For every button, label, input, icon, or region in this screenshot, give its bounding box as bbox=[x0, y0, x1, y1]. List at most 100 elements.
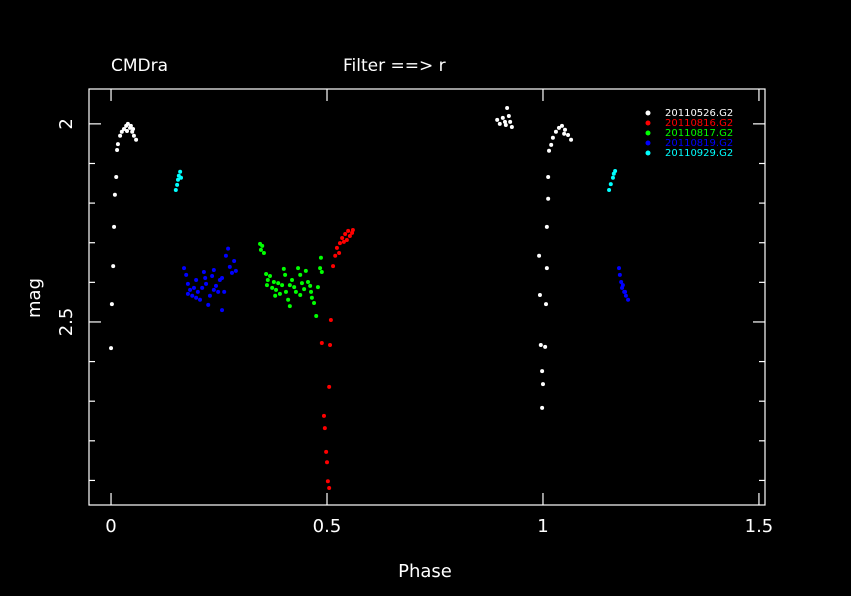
data-point bbox=[309, 295, 314, 300]
data-point bbox=[179, 175, 184, 180]
data-point bbox=[544, 266, 549, 271]
data-point bbox=[327, 384, 332, 389]
data-point bbox=[569, 137, 574, 142]
data-point bbox=[540, 405, 545, 410]
data-point bbox=[233, 268, 238, 273]
data-point bbox=[543, 344, 548, 349]
data-point bbox=[544, 224, 549, 229]
data-point bbox=[114, 174, 119, 179]
data-point bbox=[261, 251, 266, 256]
data-point bbox=[503, 123, 508, 128]
data-point bbox=[546, 196, 551, 201]
data-point bbox=[563, 127, 568, 132]
data-point bbox=[273, 293, 278, 298]
data-point bbox=[537, 293, 542, 298]
data-point bbox=[613, 169, 618, 174]
data-point bbox=[220, 275, 225, 280]
data-point bbox=[620, 283, 625, 288]
data-point bbox=[188, 287, 193, 292]
data-point bbox=[546, 174, 551, 179]
data-point bbox=[178, 169, 183, 174]
data-point bbox=[347, 233, 352, 238]
data-point bbox=[125, 121, 130, 126]
data-point bbox=[341, 239, 346, 244]
legend-label: 20110819.G2 bbox=[665, 138, 733, 149]
data-point bbox=[134, 137, 139, 142]
data-point bbox=[540, 369, 545, 374]
data-point bbox=[298, 293, 303, 298]
data-point bbox=[185, 281, 190, 286]
data-point bbox=[115, 148, 120, 153]
y-tick-label: 2.5 bbox=[56, 308, 77, 337]
data-point bbox=[610, 175, 615, 180]
data-point bbox=[190, 293, 195, 298]
data-point bbox=[286, 297, 291, 302]
data-point bbox=[626, 297, 631, 302]
data-point bbox=[185, 291, 190, 296]
data-point bbox=[346, 228, 351, 233]
data-point bbox=[303, 268, 308, 273]
data-point bbox=[497, 121, 502, 126]
data-point bbox=[500, 115, 505, 120]
data-point bbox=[559, 123, 564, 128]
data-point bbox=[210, 274, 215, 279]
data-point bbox=[223, 253, 228, 258]
data-point bbox=[276, 281, 281, 286]
data-point bbox=[350, 228, 355, 233]
data-point bbox=[191, 285, 196, 290]
data-point bbox=[544, 302, 549, 307]
data-point bbox=[121, 127, 126, 132]
x-tick-label: 1 bbox=[537, 516, 548, 537]
data-point bbox=[277, 291, 282, 296]
data-point bbox=[204, 281, 209, 286]
data-point bbox=[182, 266, 187, 271]
data-point bbox=[340, 235, 345, 240]
data-point bbox=[194, 295, 199, 300]
data-point bbox=[328, 317, 333, 322]
data-point bbox=[608, 182, 613, 187]
data-point bbox=[495, 117, 500, 122]
data-point bbox=[283, 289, 288, 294]
data-point bbox=[505, 106, 510, 111]
data-point bbox=[260, 243, 265, 248]
data-point bbox=[267, 274, 272, 279]
chart-subtitle: Filter ==> r bbox=[343, 56, 446, 76]
data-point bbox=[315, 285, 320, 290]
data-point bbox=[305, 279, 310, 284]
data-point bbox=[302, 287, 307, 292]
data-point bbox=[131, 127, 136, 132]
data-point bbox=[226, 246, 231, 251]
data-point bbox=[290, 277, 295, 282]
legend-marker bbox=[645, 130, 651, 136]
data-point bbox=[318, 266, 323, 271]
data-point bbox=[227, 264, 232, 269]
data-point bbox=[308, 283, 313, 288]
data-point bbox=[195, 289, 200, 294]
y-tick-label: 2 bbox=[56, 118, 77, 129]
data-point bbox=[321, 413, 326, 418]
data-point bbox=[211, 268, 216, 273]
data-point bbox=[184, 272, 189, 277]
data-point bbox=[318, 255, 323, 260]
data-point bbox=[109, 302, 114, 307]
data-point bbox=[293, 289, 298, 294]
data-point bbox=[125, 128, 130, 133]
data-point bbox=[194, 277, 199, 282]
data-point bbox=[271, 279, 276, 284]
data-point bbox=[328, 342, 333, 347]
data-point bbox=[287, 283, 292, 288]
data-point bbox=[175, 182, 180, 187]
data-point bbox=[265, 277, 270, 282]
legend-label: 20110816.G2 bbox=[665, 118, 733, 129]
plot-frame bbox=[88, 88, 766, 506]
data-point bbox=[220, 308, 225, 313]
data-point bbox=[274, 287, 279, 292]
data-point bbox=[508, 119, 513, 124]
data-point bbox=[325, 460, 330, 465]
data-point bbox=[566, 132, 571, 137]
data-point bbox=[562, 131, 567, 136]
data-point bbox=[280, 283, 285, 288]
data-point bbox=[623, 293, 628, 298]
data-point bbox=[229, 270, 234, 275]
